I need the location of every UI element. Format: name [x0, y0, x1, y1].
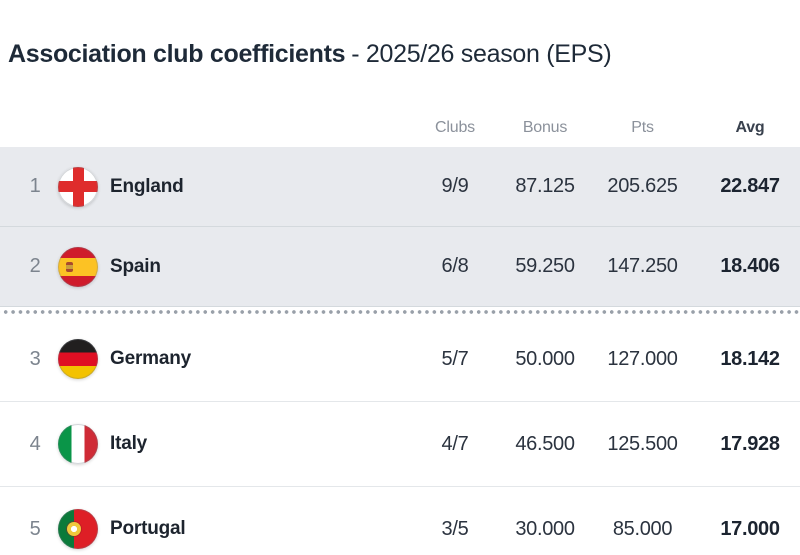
avg-cell: 22.847: [720, 175, 780, 197]
table-row[interactable]: 2 Spain 6/8 59.250 147.250 18.406: [0, 227, 800, 307]
country-name: England: [110, 175, 184, 197]
country-flag-icon: [58, 509, 98, 549]
page-title: Association club coefficients - 2025/26 s…: [8, 40, 612, 69]
rank-cell: 1: [29, 175, 41, 197]
flag-emblem-icon: [67, 522, 81, 536]
flag-cell: [58, 246, 98, 287]
avg-cell: 18.142: [720, 347, 780, 370]
avg-cell: 17.000: [720, 517, 780, 540]
clubs-cell: 9/9: [441, 175, 469, 197]
pts-cell: 205.625: [607, 175, 678, 197]
clubs-cell: 3/5: [441, 517, 469, 540]
country-name: Spain: [110, 255, 161, 277]
avg-cell: 18.406: [720, 255, 780, 277]
clubs-cell: 6/8: [441, 255, 469, 277]
table-body: 1 England 9/9 87.125 205.625 22.847 2 Sp…: [0, 147, 800, 555]
country-flag-icon: [58, 166, 98, 207]
rank-cell: 4: [29, 432, 41, 455]
clubs-cell: 5/7: [441, 347, 469, 370]
table-row[interactable]: 1 England 9/9 87.125 205.625 22.847: [0, 147, 800, 227]
bonus-cell: 87.125: [515, 175, 575, 197]
country-flag-icon: [58, 246, 98, 287]
page-title-season: - 2025/26 season (EPS): [351, 40, 612, 68]
country-name: Portugal: [110, 518, 186, 539]
flag-cell: [58, 509, 98, 549]
column-header-avg: Avg: [735, 118, 765, 136]
bonus-cell: 50.000: [515, 347, 575, 370]
rank-cell: 5: [29, 517, 41, 540]
pts-cell: 127.000: [607, 347, 678, 370]
avg-cell: 17.928: [720, 432, 780, 455]
bonus-cell: 30.000: [515, 517, 575, 540]
country-flag-icon: [58, 424, 98, 464]
table-header: Clubs Bonus Pts Avg: [0, 108, 800, 147]
pts-cell: 147.250: [607, 255, 678, 277]
clubs-cell: 4/7: [441, 432, 469, 455]
coefficients-table: Clubs Bonus Pts Avg 1 England 9/9 87.125…: [0, 108, 800, 555]
flag-cell: [58, 424, 98, 464]
table-row[interactable]: 4 Italy 4/7 46.500 125.500 17.928: [0, 402, 800, 487]
country-flag-icon: [58, 339, 98, 379]
flag-emblem-icon: [66, 261, 73, 272]
column-header-clubs: Clubs: [435, 118, 475, 136]
column-header-bonus: Bonus: [522, 118, 568, 136]
column-header-pts: Pts: [631, 118, 654, 136]
pts-cell: 125.500: [607, 432, 678, 455]
bonus-cell: 46.500: [515, 432, 575, 455]
rank-cell: 3: [29, 347, 41, 370]
country-name: Germany: [110, 348, 191, 369]
country-name: Italy: [110, 433, 148, 454]
table-row[interactable]: 3 Germany 5/7 50.000 127.000 18.142: [0, 317, 800, 402]
qualification-cutoff-separator: [0, 307, 800, 317]
flag-cell: [58, 339, 98, 379]
flag-cell: [58, 166, 98, 207]
pts-cell: 85.000: [612, 517, 673, 540]
bonus-cell: 59.250: [515, 255, 575, 277]
table-row[interactable]: 5 Portugal 3/5 30.000 85.000 17.000: [0, 487, 800, 555]
page-title-main: Association club coefficients: [8, 40, 346, 68]
rank-cell: 2: [29, 255, 41, 277]
